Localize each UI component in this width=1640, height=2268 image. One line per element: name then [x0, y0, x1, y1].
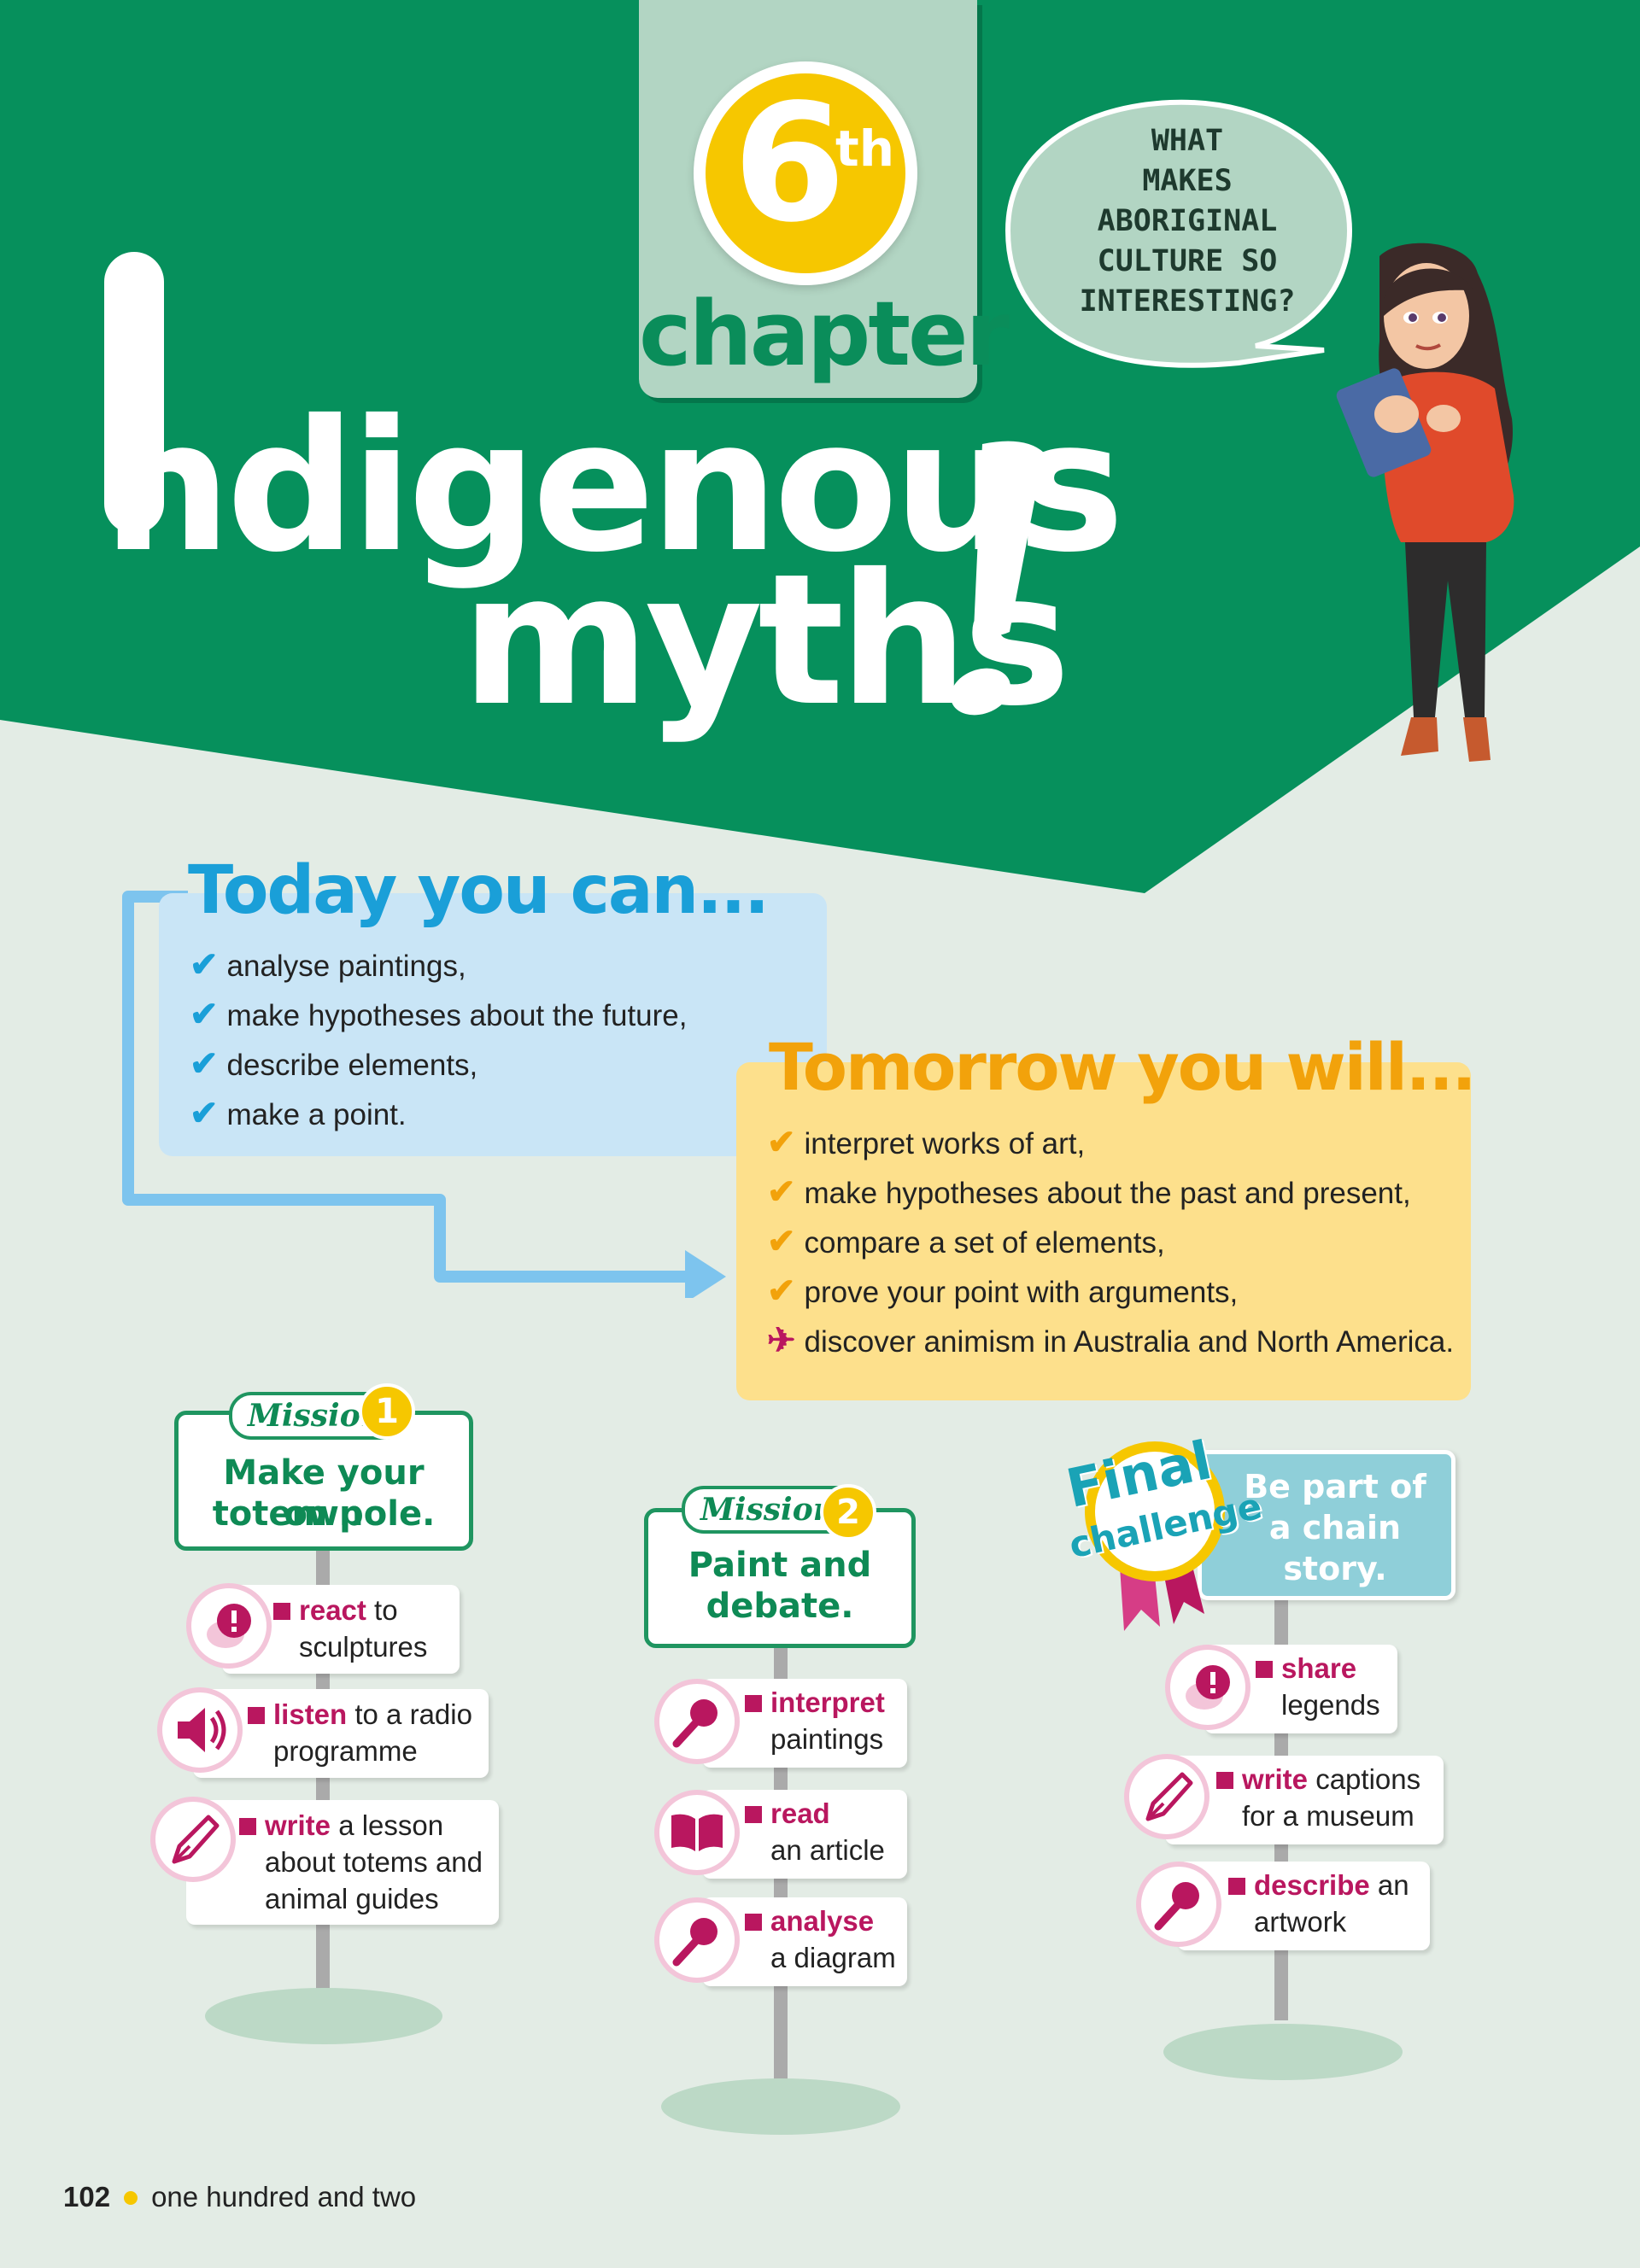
book-icon — [654, 1790, 740, 1875]
mission2-tag: Mission — [682, 1486, 875, 1534]
page-number: 102 — [63, 2181, 111, 2212]
tomorrow-heading: Tomorrow you will... — [769, 1029, 1477, 1105]
mission1-card-write: write a lesson about totems and animal gui… — [186, 1800, 499, 1925]
check-icon: ✔ — [190, 996, 219, 1033]
check-icon: ✔ — [190, 1045, 219, 1083]
list-item: ✔ interpret works of art, — [767, 1124, 1086, 1161]
student-girl-illustration — [1336, 243, 1514, 762]
today-panel — [159, 893, 827, 1156]
speech-alert-icon — [186, 1583, 272, 1669]
mission1-title-line1: Make your own — [223, 1453, 425, 1534]
mission1-number-badge: 1 — [359, 1383, 415, 1440]
final-title-line2: a chain — [1268, 1509, 1402, 1546]
mission2-sign: Paint and debate. — [644, 1508, 916, 1648]
list-item: ✔ describe elements, — [190, 1045, 478, 1083]
final-challenge-rosette-icon — [1085, 1441, 1225, 1631]
check-icon: ✔ — [767, 1124, 796, 1161]
check-icon: ✔ — [190, 946, 219, 984]
mission2-number-badge: 2 — [820, 1484, 876, 1540]
exclamation-mark-icon — [951, 441, 1044, 716]
check-icon: ✔ — [767, 1223, 796, 1260]
flow-arrow — [122, 891, 726, 1298]
final-card-describe: describe an artwork — [1177, 1862, 1430, 1950]
today-list: ✔ analyse paintings, ✔ make hypotheses abo… — [190, 941, 687, 1139]
signpost-ground-shadow — [205, 1988, 442, 2044]
speaker-icon — [157, 1687, 243, 1773]
title-initial-i-stroke — [104, 252, 164, 534]
final-title-line1: Be part of — [1244, 1468, 1426, 1505]
check-icon: ✔ — [767, 1272, 796, 1310]
pen-nib-icon — [150, 1797, 236, 1882]
chapter-label: chapter — [639, 282, 1010, 386]
bullet-dot-icon — [124, 2191, 138, 2206]
final-title-line3: story. — [1283, 1550, 1387, 1587]
final-card-write: write captions for a museum — [1165, 1756, 1444, 1844]
signpost-ground-shadow — [661, 2078, 900, 2135]
chapter-number-badge — [694, 61, 917, 285]
page-number-words: one hundred and two — [151, 2181, 417, 2212]
tomorrow-panel — [736, 1062, 1471, 1400]
mission1-sign: Make your own totem pole. — [174, 1411, 473, 1551]
mission1-title-line2: totem pole. — [212, 1494, 436, 1534]
speech-bubble-text: WHAT MAKES ABORIGINAL CULTURE SO INTERES… — [1079, 124, 1296, 319]
list-item: ✔ make a point. — [190, 1095, 407, 1132]
list-item: ✔ make hypotheses about the past and pres… — [767, 1173, 1411, 1211]
page-title-line1: ndigenous — [102, 381, 1125, 592]
check-icon: ✔ — [767, 1173, 796, 1211]
airplane-icon: ✈ — [767, 1322, 796, 1359]
mission-label: Mission — [700, 1492, 835, 1528]
today-heading: Today you can... — [188, 852, 770, 929]
list-item: ✔ analyse paintings, — [190, 946, 466, 984]
mission2-title-line2: debate. — [706, 1587, 854, 1626]
page-footer: 102 one hundred and two — [63, 2181, 416, 2213]
list-item: ✔ make hypotheses about the future, — [190, 996, 688, 1033]
list-item: ✈ discover animism in Australia and North… — [767, 1322, 1455, 1359]
tomorrow-list: ✔ interpret works of art, ✔ make hypothese… — [767, 1119, 1454, 1366]
chapter-number-suffix: th — [835, 120, 895, 178]
microphone-icon — [1136, 1862, 1221, 1947]
microphone-icon — [654, 1897, 740, 1983]
chapter-number: 6 — [733, 69, 846, 258]
microphone-icon — [654, 1679, 740, 1764]
signpost-ground-shadow — [1163, 2024, 1403, 2080]
final-challenge-sign: Be part of a chain story. — [1198, 1450, 1456, 1600]
speech-bubble — [1004, 99, 1353, 368]
speech-alert-icon — [1165, 1645, 1250, 1730]
list-item: ✔ compare a set of elements, — [767, 1223, 1165, 1260]
pen-nib-icon — [1124, 1754, 1210, 1839]
check-icon: ✔ — [190, 1095, 219, 1132]
list-item: ✔ prove your point with arguments, — [767, 1272, 1239, 1310]
mission2-title-line1: Paint and — [688, 1546, 872, 1585]
